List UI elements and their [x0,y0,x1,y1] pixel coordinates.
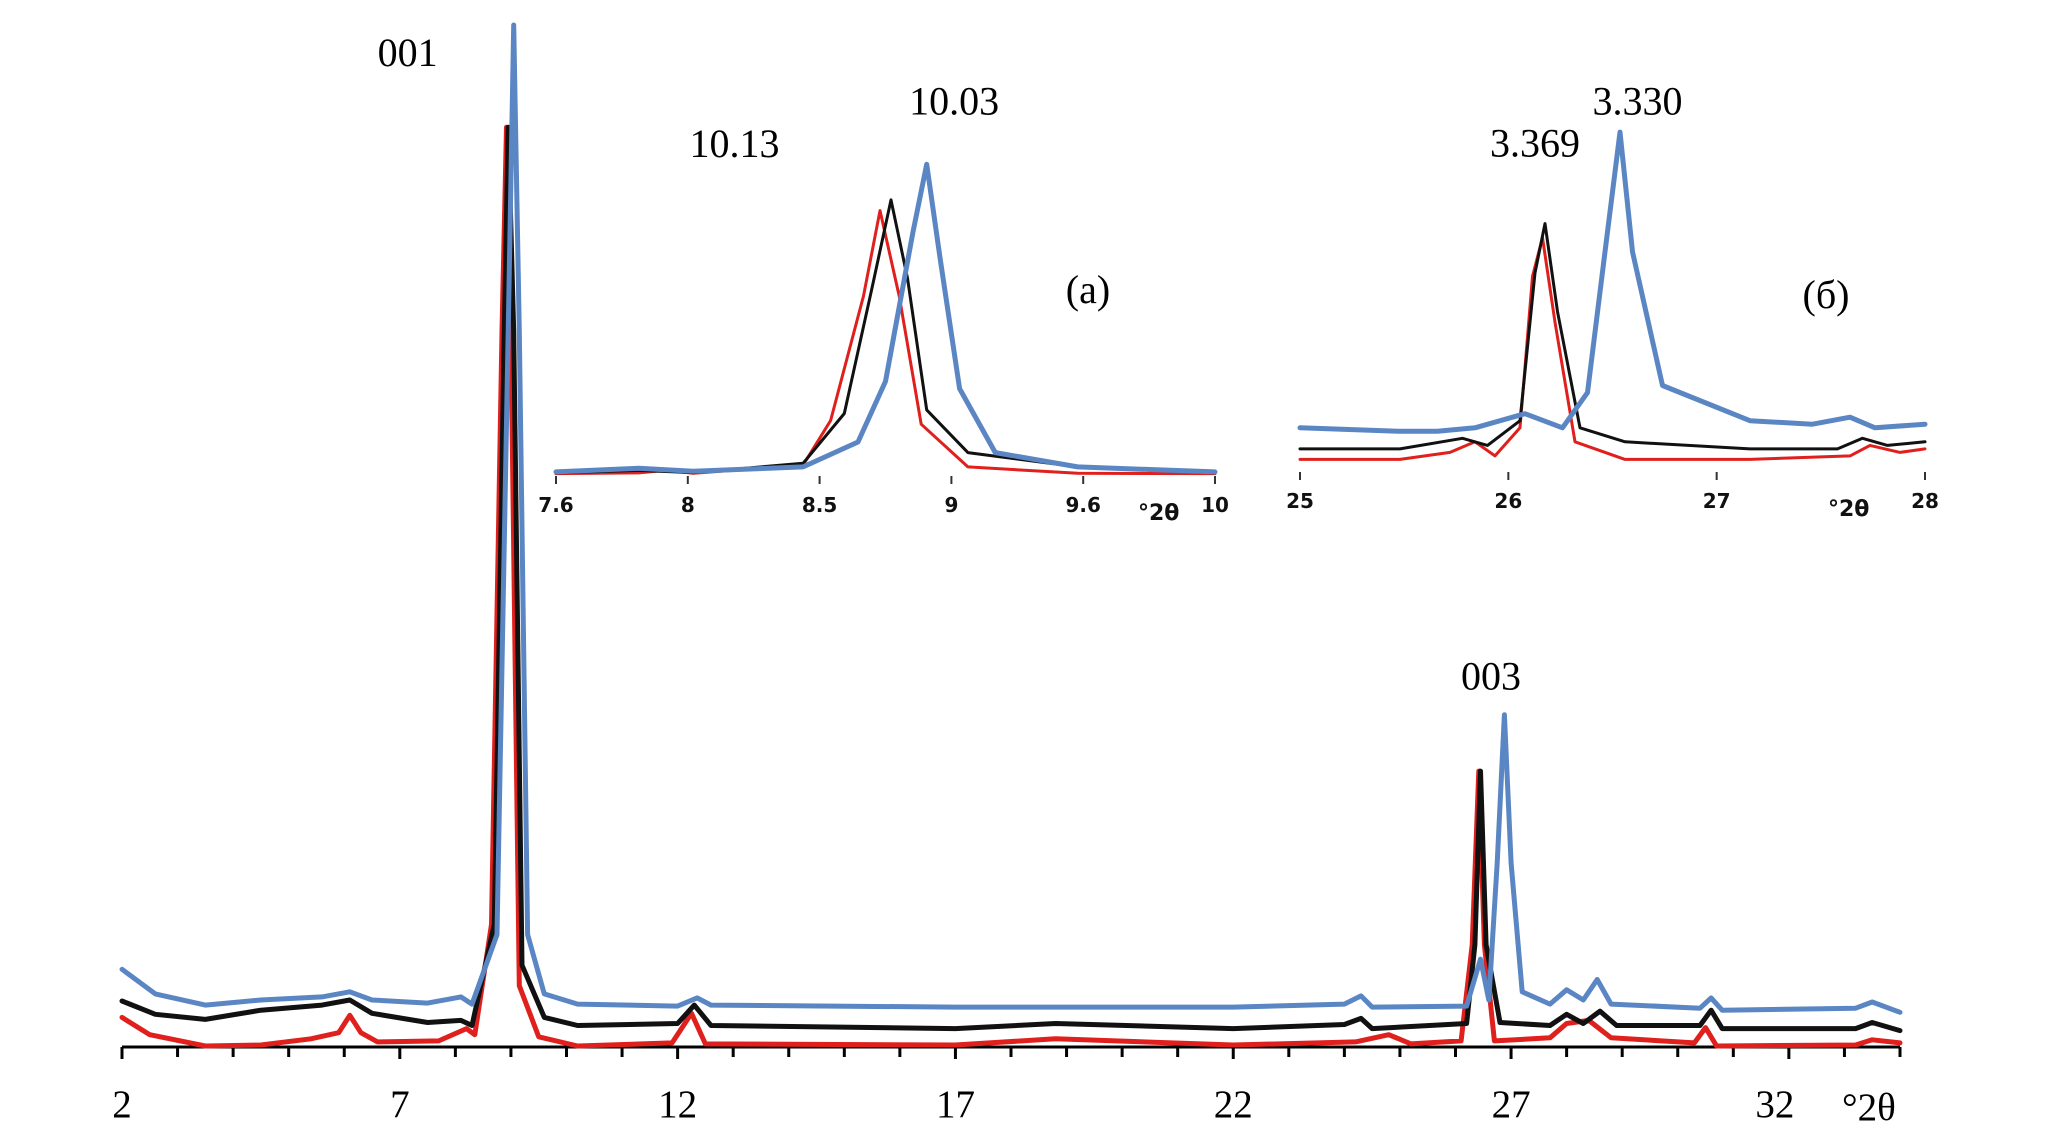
x-tick-label: 2 [112,1083,132,1126]
inset-tick-label: 7.6 [538,493,573,517]
inset-tick-label: 26 [1494,489,1522,513]
inset-axis-unit-label: °2θ [1828,497,1869,522]
inset-tick-label: 8 [681,493,695,517]
x-tick-label: 17 [936,1083,975,1126]
x-tick-label: 27 [1492,1083,1531,1126]
x-tick-label: 32 [1755,1083,1794,1126]
inset-b: 25 26 27 28 °2θ 3.369 3.330 (б) [1286,78,1939,522]
x-axis-unit-label: °2θ [1842,1086,1896,1129]
inset-tick-label: 8.5 [802,493,837,517]
inset-a: 7.6 8 8.5 9 9.6 10 °2θ 10.13 10.03 (а) [538,78,1229,526]
peak-annotation: 3.369 [1490,121,1580,166]
inset-series-red [554,209,1217,476]
inset-axis-unit-label: °2θ [1138,501,1179,526]
panel-label: (б) [1803,272,1850,317]
panel-label: (а) [1066,267,1110,312]
peak-annotation: 001 [378,30,438,75]
inset-tick-label: 27 [1703,489,1731,513]
peak-annotation: 10.13 [689,121,779,166]
inset-tick-label: 10 [1201,493,1229,517]
peak-annotation: 10.03 [909,78,999,123]
main-series-black [119,124,1903,1034]
inset-series-black [1298,222,1927,451]
inset-tick-label: 9.6 [1065,493,1100,517]
inset-series-blue [1297,129,1928,434]
peak-annotation: 3.330 [1593,78,1683,123]
x-tick-label: 7 [390,1083,410,1126]
inset-tick-label: 28 [1911,489,1939,513]
inset-series-red [1298,236,1927,461]
peak-annotation: 003 [1461,653,1521,698]
inset-tick-label: 9 [944,493,958,517]
x-tick-label: 12 [658,1083,697,1126]
inset-tick-label: 25 [1286,489,1314,513]
x-tick-label: 22 [1214,1083,1253,1126]
inset-series-blue [553,161,1218,475]
main-series-blue [119,22,1903,1015]
